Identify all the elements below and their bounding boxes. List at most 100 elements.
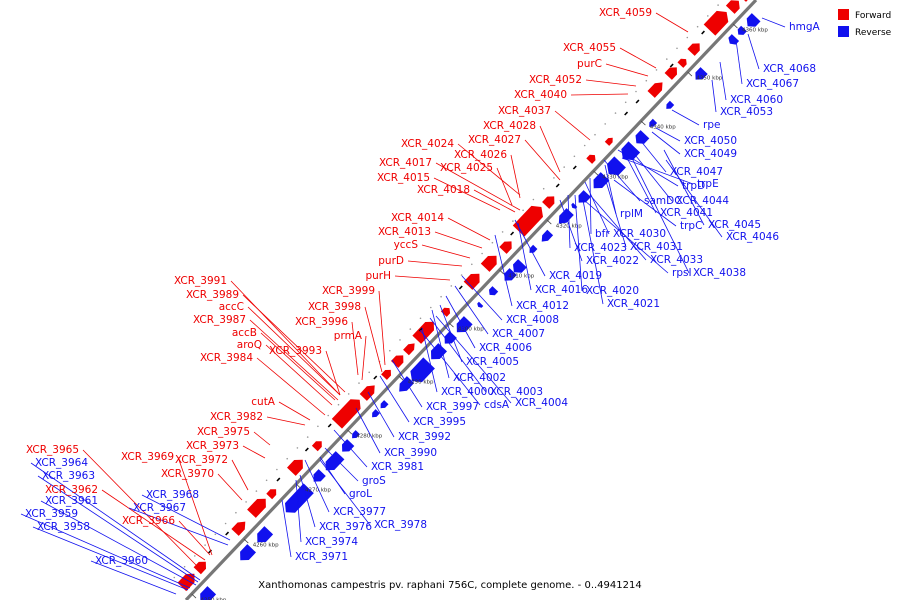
reverse-gene-24 xyxy=(593,172,610,189)
reverse-leader-line-14 xyxy=(625,155,657,214)
forward-gene-label-5: XCR_4037 xyxy=(498,105,551,117)
tick-label-0: 4250 kbp xyxy=(201,598,227,600)
reverse-gene-8 xyxy=(372,409,380,418)
reverse-gene-label-30: XCR_4021 xyxy=(607,298,660,310)
reverse-gene-28 xyxy=(649,118,658,127)
position-dot xyxy=(553,177,555,179)
reverse-gene-label-51: XCR_3971 xyxy=(295,551,348,563)
reverse-gene-label-58: XCR_3958 xyxy=(37,521,90,533)
forward-leader-line-8 xyxy=(457,143,521,196)
forward-gene-label-18: purH xyxy=(365,270,391,282)
forward-leader-line-34 xyxy=(242,445,266,459)
reverse-leader-line-37 xyxy=(429,317,487,393)
forward-gene-11 xyxy=(403,343,415,356)
feature-mark-1 xyxy=(225,531,230,536)
forward-gene-label-33: XCR_3975 xyxy=(197,426,250,438)
reverse-leader-line-28 xyxy=(574,194,583,292)
reverse-gene-label-39: XCR_4004 xyxy=(515,397,568,409)
reverse-leader-line-40 xyxy=(391,359,423,408)
reverse-leader-line-47 xyxy=(304,459,330,513)
reverse-gene-label-57: XCR_3959 xyxy=(25,508,78,520)
forward-gene-label-40: XCR_3966 xyxy=(122,515,175,527)
forward-leader-line-28 xyxy=(265,344,333,406)
tick-layer: 4250 kbp 4260 kbp 4270 kbp 4280 kbp 4290 kbp… xyxy=(191,23,768,600)
forward-leader-line-13 xyxy=(473,189,516,213)
legend-forward-label: Forward xyxy=(855,11,891,21)
genome-caption: Xanthomonas campestris pv. raphani 756C,… xyxy=(258,580,641,591)
forward-leader-line-14 xyxy=(447,217,491,241)
reverse-gene-label-59: XCR_3960 xyxy=(95,555,148,567)
forward-gene-19 xyxy=(586,154,596,164)
reverse-leader-line-51 xyxy=(281,499,292,558)
position-dot xyxy=(522,209,524,212)
forward-leader-line-7 xyxy=(524,139,561,181)
position-dot xyxy=(183,565,186,568)
reverse-leader-line-55 xyxy=(40,500,197,586)
forward-gene-label-36: XCR_3972 xyxy=(175,454,228,466)
feature-mark-11 xyxy=(624,111,629,116)
position-dot xyxy=(717,4,719,6)
forward-leader-line-40 xyxy=(178,520,211,556)
feature-mark-9 xyxy=(555,183,560,188)
label-layer: XCR_4059 XCR_4055 purC XCR_4052 XCR_4040 XCR_… xyxy=(25,7,821,567)
forward-gene-label-15: XCR_4013 xyxy=(378,226,431,238)
reverse-gene-label-25: XCR_4038 xyxy=(693,267,746,279)
reverse-gene-label-35: XCR_4002 xyxy=(453,372,506,384)
position-dot xyxy=(224,522,227,525)
reverse-gene-label-15: trpC xyxy=(680,220,702,232)
reverse-leader-line-44 xyxy=(333,429,368,468)
tick-label-3: 4280 kbp xyxy=(356,434,382,440)
forward-leader-line-37 xyxy=(217,473,243,501)
reverse-gene-label-55: XCR_3961 xyxy=(45,495,98,507)
reverse-leader-line-7 xyxy=(651,131,681,155)
legend-reverse-label: Reverse xyxy=(855,28,892,38)
feature-mark-13 xyxy=(669,63,674,68)
reverse-gene-18 xyxy=(513,259,527,273)
reverse-gene-label-27: XCR_4016 xyxy=(535,284,588,296)
reverse-gene-label-17: XCR_4046 xyxy=(726,231,779,243)
reverse-leader-line-46 xyxy=(319,456,346,495)
forward-leader-line-38 xyxy=(82,449,197,566)
reverse-gene-label-33: XCR_4006 xyxy=(479,342,532,354)
feature-mark-12 xyxy=(635,99,640,104)
reverse-gene-label-36: XCR_4000 xyxy=(441,386,494,398)
forward-gene-7 xyxy=(331,399,361,429)
forward-gene-label-3: XCR_4052 xyxy=(529,74,582,86)
tick-label-8: 4330 kbp xyxy=(602,175,628,181)
position-dot xyxy=(317,425,319,428)
forward-leader-line-5 xyxy=(554,110,591,141)
position-dot xyxy=(389,349,391,352)
forward-gene-15 xyxy=(480,255,497,272)
forward-gene-label-2: purC xyxy=(577,58,602,70)
reverse-gene-22 xyxy=(571,202,578,209)
reverse-gene-label-31: XCR_4008 xyxy=(506,314,559,326)
position-dot xyxy=(173,576,176,579)
reverse-gene-16 xyxy=(489,286,499,296)
tick-label-11: 4360 kbp xyxy=(742,28,768,34)
reverse-gene-7 xyxy=(352,430,360,439)
tick-mark-5 xyxy=(448,322,454,328)
reverse-leader-line-3 xyxy=(719,61,727,101)
forward-gene-5 xyxy=(287,459,303,476)
forward-gene-label-35: XCR_3969 xyxy=(121,451,174,463)
position-dot xyxy=(583,144,586,147)
reverse-leader-line-17 xyxy=(665,159,723,238)
reverse-leader-line-19 xyxy=(584,181,610,235)
position-dot xyxy=(450,285,453,287)
forward-gene-27 xyxy=(743,0,748,2)
forward-leader-line-33 xyxy=(253,431,271,446)
reverse-gene-31 xyxy=(728,34,740,45)
reverse-gene-0 xyxy=(200,586,217,600)
position-dot xyxy=(501,231,504,233)
tick-label-9: 4340 kbp xyxy=(650,125,676,131)
forward-gene-label-21: XCR_3999 xyxy=(322,285,375,297)
forward-leader-line-3 xyxy=(585,79,637,87)
forward-leader-line-23 xyxy=(364,306,383,373)
forward-leader-line-22 xyxy=(247,306,341,396)
reverse-leader-line-15 xyxy=(613,179,677,227)
reverse-leader-line-29 xyxy=(494,234,513,307)
forward-leader-line-32 xyxy=(266,416,306,426)
reverse-gene-label-10: trpE xyxy=(697,178,719,190)
forward-gene-label-1: XCR_4055 xyxy=(563,42,616,54)
reverse-leader-line-27 xyxy=(517,222,532,291)
